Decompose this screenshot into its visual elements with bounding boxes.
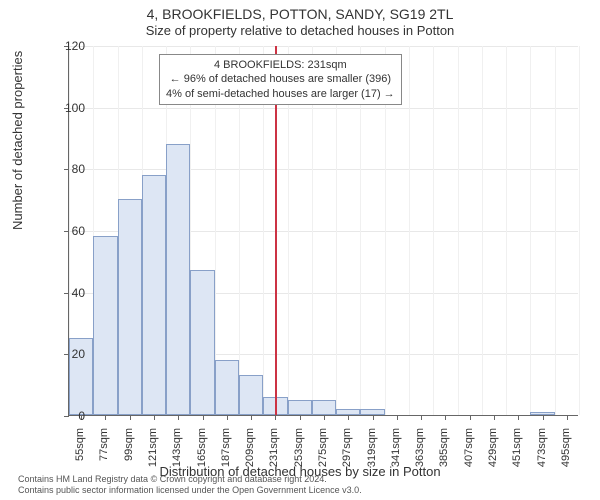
xtick-mark bbox=[105, 415, 106, 420]
xtick-label: 297sqm bbox=[341, 428, 353, 478]
xtick-mark bbox=[324, 415, 325, 420]
gridline-v bbox=[555, 46, 556, 415]
xtick-mark bbox=[348, 415, 349, 420]
bar bbox=[93, 236, 117, 415]
xtick-label: 275sqm bbox=[317, 428, 329, 478]
bar bbox=[215, 360, 239, 416]
gridline-v bbox=[579, 46, 580, 415]
xtick-mark bbox=[567, 415, 568, 420]
ytick-label: 40 bbox=[45, 286, 85, 300]
xtick-label: 363sqm bbox=[414, 428, 426, 478]
ytick-label: 120 bbox=[45, 39, 85, 53]
xtick-mark bbox=[421, 415, 422, 420]
gridline-v bbox=[506, 46, 507, 415]
annotation-box: 4 BROOKFIELDS: 231sqm← 96% of detached h… bbox=[159, 54, 402, 105]
gridline-h bbox=[69, 46, 578, 47]
xtick-label: 253sqm bbox=[293, 428, 305, 478]
xtick-mark bbox=[445, 415, 446, 420]
xtick-mark bbox=[373, 415, 374, 420]
footnote: Contains HM Land Registry data © Crown c… bbox=[18, 474, 362, 496]
footnote-line2: Contains public sector information licen… bbox=[18, 485, 362, 496]
chart-title: 4, BROOKFIELDS, POTTON, SANDY, SG19 2TL bbox=[0, 0, 600, 23]
chart-subtitle: Size of property relative to detached ho… bbox=[0, 23, 600, 39]
xtick-mark bbox=[494, 415, 495, 420]
bar bbox=[118, 199, 142, 415]
y-axis-label: Number of detached properties bbox=[10, 51, 25, 230]
annotation-line3: 4% of semi-detached houses are larger (1… bbox=[166, 87, 395, 101]
xtick-label: 209sqm bbox=[244, 428, 256, 478]
annotation-line2: ← 96% of detached houses are smaller (39… bbox=[166, 72, 395, 86]
bar bbox=[239, 375, 263, 415]
xtick-mark bbox=[300, 415, 301, 420]
xtick-label: 187sqm bbox=[220, 428, 232, 478]
bar bbox=[288, 400, 312, 415]
xtick-label: 231sqm bbox=[268, 428, 280, 478]
xtick-label: 341sqm bbox=[390, 428, 402, 478]
xtick-mark bbox=[543, 415, 544, 420]
chart-container: 4, BROOKFIELDS, POTTON, SANDY, SG19 2TL … bbox=[0, 0, 600, 500]
gridline-h bbox=[69, 108, 578, 109]
xtick-label: 143sqm bbox=[171, 428, 183, 478]
bar bbox=[312, 400, 336, 415]
xtick-label: 121sqm bbox=[147, 428, 159, 478]
xtick-mark bbox=[130, 415, 131, 420]
xtick-mark bbox=[251, 415, 252, 420]
xtick-label: 165sqm bbox=[196, 428, 208, 478]
gridline-v bbox=[530, 46, 531, 415]
xtick-label: 473sqm bbox=[536, 428, 548, 478]
xtick-mark bbox=[203, 415, 204, 420]
plot-wrapper: 4 BROOKFIELDS: 231sqm← 96% of detached h… bbox=[68, 46, 578, 416]
gridline-v bbox=[409, 46, 410, 415]
plot-area: 4 BROOKFIELDS: 231sqm← 96% of detached h… bbox=[68, 46, 578, 416]
xtick-mark bbox=[470, 415, 471, 420]
xtick-label: 451sqm bbox=[511, 428, 523, 478]
xtick-label: 55sqm bbox=[74, 428, 86, 478]
ytick-label: 20 bbox=[45, 347, 85, 361]
xtick-mark bbox=[275, 415, 276, 420]
bar bbox=[142, 175, 166, 416]
footnote-line1: Contains HM Land Registry data © Crown c… bbox=[18, 474, 362, 485]
ytick-label: 100 bbox=[45, 101, 85, 115]
xtick-mark bbox=[154, 415, 155, 420]
xtick-label: 407sqm bbox=[463, 428, 475, 478]
xtick-label: 319sqm bbox=[366, 428, 378, 478]
bar bbox=[190, 270, 214, 415]
xtick-label: 495sqm bbox=[560, 428, 572, 478]
xtick-mark bbox=[518, 415, 519, 420]
xtick-mark bbox=[227, 415, 228, 420]
gridline-v bbox=[458, 46, 459, 415]
xtick-mark bbox=[178, 415, 179, 420]
xtick-label: 77sqm bbox=[98, 428, 110, 478]
annotation-line1: 4 BROOKFIELDS: 231sqm bbox=[166, 58, 395, 72]
gridline-v bbox=[482, 46, 483, 415]
ytick-label: 80 bbox=[45, 162, 85, 176]
xtick-label: 429sqm bbox=[487, 428, 499, 478]
bar bbox=[166, 144, 190, 415]
xtick-label: 385sqm bbox=[438, 428, 450, 478]
ytick-label: 60 bbox=[45, 224, 85, 238]
gridline-h bbox=[69, 169, 578, 170]
xtick-mark bbox=[397, 415, 398, 420]
xtick-label: 99sqm bbox=[123, 428, 135, 478]
gridline-v bbox=[433, 46, 434, 415]
ytick-label: 0 bbox=[45, 409, 85, 423]
